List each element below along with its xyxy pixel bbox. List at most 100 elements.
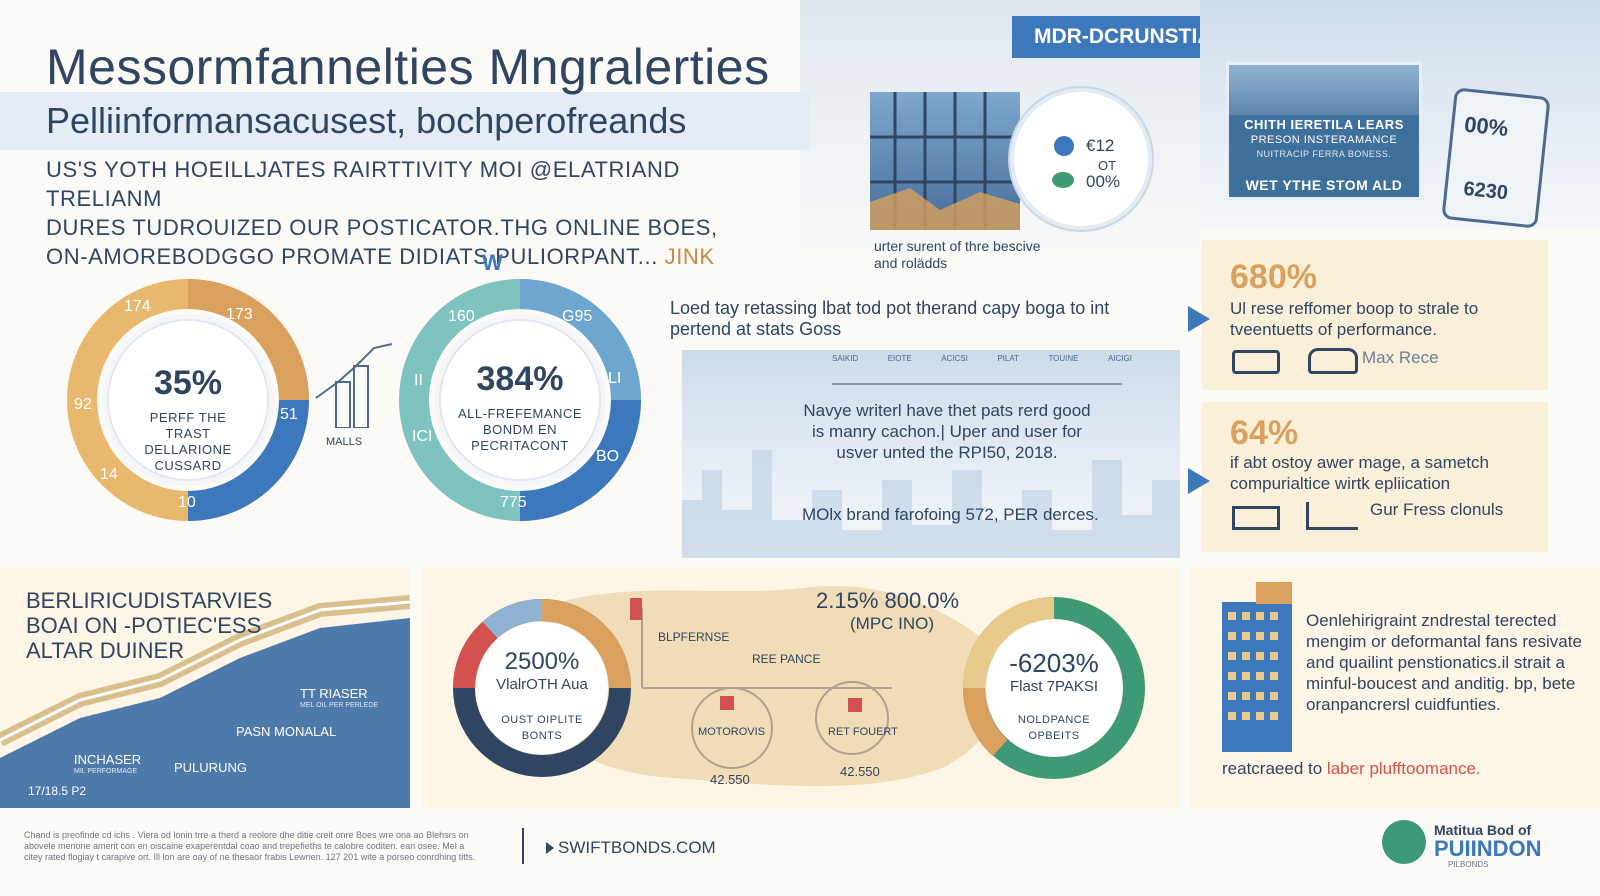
donut-chart-4: -6203% Flast 7PAKSI NOLDPANCE OPBEITS bbox=[960, 594, 1148, 782]
map-top-sub: (MPC INO) bbox=[850, 614, 935, 633]
map-label-4: RET FOUERT bbox=[828, 726, 898, 738]
intro-line-3: ON-AMOREBODGGO PROMATE DIDIATS PULIORPAN… bbox=[46, 242, 766, 271]
donut-3-graphic bbox=[453, 599, 631, 777]
car-icon bbox=[1308, 348, 1358, 374]
page-title: Messormfannelties Mngralerties bbox=[46, 39, 770, 95]
map-graphic bbox=[542, 586, 1003, 787]
donut-4-graphic bbox=[962, 597, 1145, 779]
map-number-1: 42.550 bbox=[710, 772, 750, 787]
donut-3-caption: OUST OIPLITE BONTS bbox=[501, 714, 583, 742]
subtitle-band bbox=[0, 92, 810, 150]
right-card-1-arrow bbox=[1188, 306, 1210, 332]
donut-chart-2: 384% ALL-FREFEMANCE BONDM EN PECRITACONT… bbox=[398, 278, 642, 522]
timeline-labels: SAIKID EIOTE ACICSI PILAT TOUINE AICIGI bbox=[832, 354, 1132, 363]
donut-2-caption: ALL-FREFEMANCE BONDM EN PECRITACONT bbox=[457, 406, 583, 453]
right-card-1-text: Ul rese reffomer boop to strale to tveen… bbox=[1230, 299, 1479, 339]
building-roof bbox=[1256, 582, 1292, 604]
donut-1-tick-3: 51 bbox=[280, 406, 298, 423]
timeline-label-2: ACICSI bbox=[941, 354, 968, 363]
center-city-panel: SAIKID EIOTE ACICSI PILAT TOUINE AICIGI … bbox=[682, 350, 1180, 558]
donut-2-tick-6: II bbox=[414, 372, 423, 389]
donut-2-tick-0: 160 bbox=[448, 308, 475, 325]
coin-icon bbox=[1054, 136, 1074, 156]
magnifier-value-1: €12 bbox=[1086, 136, 1115, 155]
donut-2-tick-2: LI bbox=[608, 370, 622, 387]
footer-divider bbox=[522, 828, 524, 864]
donut-1-graphic bbox=[67, 279, 309, 521]
stairs-label-top-right: TT RIASER bbox=[300, 686, 368, 701]
right-card-2-icon-label: Gur Fress clonuls bbox=[1370, 500, 1504, 519]
donut-3-pct: 2500% bbox=[504, 648, 580, 675]
donut-2-tick-4: 775 bbox=[500, 494, 527, 511]
right-card-2-text: if abt ostoy awer mage, a sametch compur… bbox=[1230, 453, 1489, 493]
mini-chart-label: MALLS bbox=[326, 436, 363, 448]
mini-bar-chart bbox=[312, 338, 402, 429]
donut-1-tick-0: 174 bbox=[124, 298, 151, 315]
phone-card-pct: 00% bbox=[1463, 111, 1510, 142]
w-logo: W bbox=[482, 250, 503, 275]
intro-line-2: DURES TUDROUIZED OUR POSTICATOR.THG ONLI… bbox=[46, 215, 718, 240]
donut-1-tick-2: 10 bbox=[178, 494, 196, 511]
stairs-panel: BERLIRICUDISTARVIES BOAI ON -POTIEC'ESS … bbox=[0, 568, 410, 808]
donut-2-pct: 384% bbox=[476, 360, 564, 398]
magnifier-value-3: 00% bbox=[1086, 172, 1121, 191]
footer-site-link[interactable]: SWIFTBONDS.COM bbox=[558, 838, 716, 857]
intro-link[interactable]: JINK bbox=[664, 244, 715, 269]
brand-logo-icon bbox=[1382, 820, 1426, 864]
donut-1-tick-1: 173 bbox=[226, 306, 253, 323]
donut-4-caption: NOLDPANCE OPBEITS bbox=[1017, 714, 1091, 742]
photo-card-image bbox=[1229, 65, 1419, 115]
building-panel: Oenlehirigraint zndrestal terected mengi… bbox=[1190, 568, 1600, 808]
donut-1-caption: PERFF THE TRAST DELLARIONE CUSSARD bbox=[144, 410, 232, 473]
right-card-2-arrow bbox=[1188, 468, 1210, 494]
donut-2-tick-5: ICI bbox=[412, 428, 433, 445]
city-window-graphic bbox=[870, 92, 1020, 230]
right-card-1-pct: 680% bbox=[1230, 258, 1317, 296]
building-footer-prefix: reatcraeed to bbox=[1222, 759, 1323, 778]
page-subtitle: Pelliinformansacusest, bochperofreands bbox=[46, 100, 687, 141]
timeline-label-4: TOUINE bbox=[1048, 354, 1079, 363]
donut-2-graphic bbox=[399, 279, 641, 521]
mini-bar-chart-graphic bbox=[315, 343, 393, 429]
phone-card: 00% 6230 bbox=[1441, 87, 1551, 229]
center-heading: Loed tay retassing lbat tod pot therand … bbox=[670, 298, 1110, 339]
donut-1-pct: 35% bbox=[153, 364, 223, 402]
donut-1-tick-5: 92 bbox=[74, 396, 92, 413]
stairs-title-line-1: BERLIRICUDISTARVIES bbox=[26, 588, 273, 613]
donut-4-sub: Flast 7PAKSI bbox=[1009, 678, 1099, 695]
timeline-label-0: SAIKID bbox=[832, 354, 859, 363]
stairs-title-line-2: BOAI ON -POTIEC'ESS bbox=[26, 613, 262, 638]
building-windows-graphic bbox=[1228, 612, 1278, 720]
center-footer-line: MOlx brand farofoing 572, PER derces. bbox=[802, 505, 1099, 524]
donut-4-pct: -6203% bbox=[1009, 648, 1099, 678]
stairs-label-top-right-sub: MEL OIL PER PERLEDE bbox=[300, 702, 379, 709]
phone-card-number: 6230 bbox=[1462, 177, 1510, 205]
intro-line-3-text: ON-AMOREBODGGO PROMATE DIDIATS PULIORPAN… bbox=[46, 244, 658, 269]
right-card-2: 64% if abt ostoy awer mage, a sametch co… bbox=[1202, 402, 1548, 552]
stairs-label-bottom: PULURUNG bbox=[174, 760, 247, 775]
stairs-title-line-3: ALTAR DUINER bbox=[26, 638, 185, 663]
map-top-value: 2.15% 800.0% bbox=[816, 588, 960, 613]
stairs-label-left: INCHASER bbox=[74, 752, 142, 767]
house-icon bbox=[1232, 506, 1280, 530]
building-footer-link[interactable]: laber plufftoomance. bbox=[1326, 759, 1481, 778]
stairs-title: BERLIRICUDISTARVIES BOAI ON -POTIEC'ESS … bbox=[26, 588, 272, 663]
stairs-label-left-sub: MIL PERFORMAGE bbox=[74, 768, 138, 775]
map-label-2: REE PANCE bbox=[752, 652, 821, 666]
right-card-1: 680% Ul rese reffomer boop to strale to … bbox=[1202, 240, 1548, 390]
building-illustration bbox=[1222, 602, 1292, 752]
photo-card-line-1: CHITH IERETILA LEARS bbox=[1244, 117, 1404, 132]
donut-1-tick-4: 14 bbox=[100, 466, 118, 483]
brand-line-2: PUIINDON bbox=[1434, 836, 1542, 861]
photo-card-line-2: PRESON INSTERAMANCE bbox=[1250, 134, 1398, 146]
donut-chart-3: 2500% VlalrOTH Aua OUST OIPLITE BONTS bbox=[450, 596, 634, 780]
donut-chart-1: 35% PERFF THE TRAST DELLARIONE CUSSARD 1… bbox=[66, 278, 310, 522]
timeline-label-5: AICIGI bbox=[1107, 354, 1132, 363]
photo-card: CHITH IERETILA LEARS PRESON INSTERAMANCE… bbox=[1226, 62, 1422, 200]
brand-line-1: Matitua Bod of bbox=[1434, 822, 1532, 838]
right-card-1-icon-label: Max Rece bbox=[1362, 348, 1439, 367]
truck-icon bbox=[1232, 350, 1280, 374]
building-footer: reatcraeed to laber plufftoomance. bbox=[1222, 758, 1481, 779]
stairs-label-mid: PASN MONALAL bbox=[236, 724, 337, 739]
timeline-label-3: PILAT bbox=[997, 354, 1019, 363]
